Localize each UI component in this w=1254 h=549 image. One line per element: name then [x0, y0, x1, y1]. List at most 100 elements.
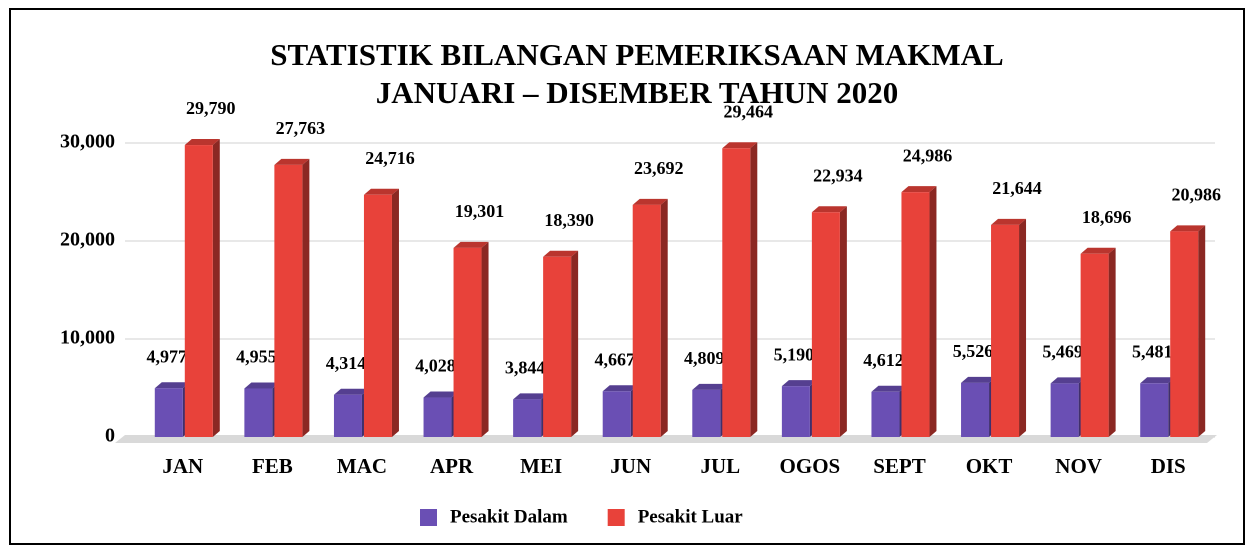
bar — [154, 388, 183, 437]
bar-top — [722, 142, 758, 149]
data-label: 4,955 — [236, 347, 277, 367]
bar — [513, 399, 542, 437]
data-label: 27,763 — [276, 118, 326, 138]
bar-side — [750, 142, 758, 437]
bar-top — [871, 385, 907, 392]
legend-swatch — [420, 509, 437, 526]
data-label: 23,692 — [634, 158, 684, 178]
bar-top — [184, 139, 220, 146]
data-label: 24,986 — [903, 145, 953, 165]
bar-top — [1140, 377, 1176, 384]
bar — [602, 391, 631, 437]
data-label: 4,314 — [326, 353, 367, 373]
bar — [1050, 383, 1079, 437]
frame — [9, 8, 1245, 545]
data-label: 18,696 — [1082, 207, 1132, 227]
legend-label: Pesakit Dalam — [450, 506, 568, 527]
bar — [632, 204, 661, 437]
data-label: 5,481 — [1132, 341, 1173, 361]
bar-top — [811, 206, 847, 213]
bar-top — [513, 393, 549, 400]
x-tick-label: OGOS — [780, 454, 841, 478]
bar-top — [901, 186, 937, 193]
bar — [722, 148, 751, 437]
data-label: 4,977 — [147, 346, 188, 366]
data-label: 22,934 — [813, 165, 863, 185]
bar — [333, 394, 362, 437]
chart-title: STATISTIK BILANGAN PEMERIKSAAN MAKMAL — [270, 37, 1003, 72]
bar — [1080, 253, 1109, 437]
bar-top — [991, 218, 1027, 225]
x-tick-label: DIS — [1151, 454, 1186, 478]
bar-top — [632, 198, 668, 205]
bar-top — [453, 241, 489, 248]
bar — [781, 386, 810, 437]
bar — [811, 212, 840, 437]
y-tick-label: 0 — [105, 425, 115, 447]
y-tick-label: 30,000 — [60, 131, 115, 153]
x-tick-label: MEI — [520, 454, 562, 478]
data-label: 21,644 — [992, 178, 1042, 198]
bar — [363, 194, 392, 437]
bar — [274, 164, 303, 437]
bar-side — [839, 206, 847, 437]
bar-top — [154, 382, 190, 389]
bar-side — [212, 139, 220, 438]
bar-side — [302, 158, 310, 437]
bar — [901, 192, 930, 437]
bar-top — [781, 380, 817, 387]
data-label: 5,526 — [953, 341, 994, 361]
legend-swatch — [607, 509, 625, 526]
bar — [991, 224, 1020, 437]
bar — [1170, 231, 1199, 437]
bar — [184, 145, 213, 438]
x-tick-label: JUL — [700, 454, 740, 478]
bar-top — [1080, 247, 1116, 254]
bar-top — [363, 188, 399, 195]
bar — [692, 389, 721, 437]
x-tick-label: JUN — [610, 454, 651, 478]
y-tick-label: 10,000 — [60, 327, 115, 349]
bar-top — [602, 385, 638, 392]
x-tick-label: NOV — [1055, 454, 1102, 478]
bar-top — [244, 382, 280, 389]
chart-title: JANUARI – DISEMBER TAHUN 2020 — [376, 75, 898, 110]
bar-top — [423, 391, 459, 398]
data-label: 4,667 — [594, 349, 635, 369]
x-tick-label: APR — [430, 454, 474, 478]
data-label: 20,986 — [1171, 184, 1221, 204]
bar — [543, 256, 572, 437]
bar-top — [692, 383, 728, 390]
x-tick-label: SEPT — [873, 454, 926, 478]
bar-top — [333, 388, 369, 395]
x-tick-label: FEB — [252, 454, 293, 478]
data-label: 19,301 — [455, 201, 505, 221]
bar-side — [391, 188, 399, 437]
bar-top — [274, 158, 310, 165]
bar-top — [961, 376, 997, 383]
data-label: 29,790 — [186, 98, 236, 118]
bar-top — [1050, 377, 1086, 384]
bar-side — [929, 186, 937, 437]
x-tick-label: MAC — [337, 454, 387, 478]
x-tick-label: OKT — [966, 454, 1013, 478]
data-label: 29,464 — [724, 101, 774, 121]
bar-side — [660, 198, 668, 437]
bar-side — [1198, 225, 1206, 437]
data-label: 3,844 — [505, 357, 546, 377]
bar — [244, 388, 273, 437]
bar-side — [481, 241, 489, 437]
x-tick-label: JAN — [162, 454, 203, 478]
data-label: 4,028 — [415, 356, 456, 376]
bar — [453, 247, 482, 437]
data-label: 4,809 — [684, 348, 725, 368]
bar-side — [571, 250, 579, 437]
bar — [871, 391, 900, 437]
bar — [961, 382, 990, 437]
bar-top — [1170, 225, 1206, 232]
bar — [1140, 383, 1169, 437]
bar-side — [1019, 218, 1027, 437]
y-tick-label: 20,000 — [60, 229, 115, 251]
bar — [423, 397, 452, 437]
